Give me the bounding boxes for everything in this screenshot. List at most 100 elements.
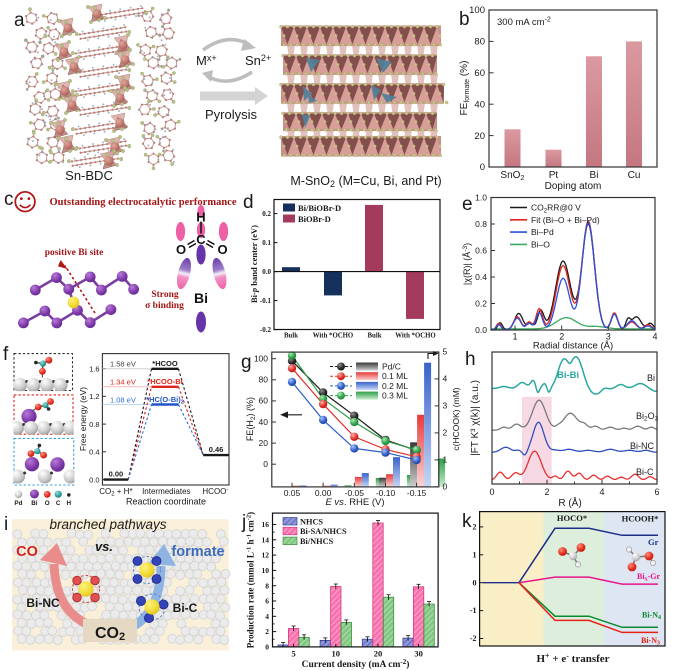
svg-text:0: 0 <box>263 459 268 469</box>
svg-text:12: 12 <box>262 551 270 560</box>
svg-text:With *OCHO: With *OCHO <box>395 333 435 340</box>
svg-text:2: 2 <box>559 332 564 342</box>
svg-text:0.4: 0.4 <box>89 448 99 457</box>
svg-text:Bi2O3: Bi2O3 <box>636 411 659 423</box>
svg-text:H: H <box>196 210 205 225</box>
svg-text:C: C <box>56 500 61 507</box>
svg-text:1.0: 1.0 <box>475 193 487 203</box>
svg-text:|FT K³ χ(k)| (a.u.): |FT K³ χ(k)| (a.u.) <box>470 380 481 456</box>
svg-text:branched pathways: branched pathways <box>49 517 166 532</box>
svg-text:Reaction coordinate: Reaction coordinate <box>126 497 206 507</box>
svg-text:0: 0 <box>473 578 477 587</box>
svg-text:3: 3 <box>606 332 611 342</box>
svg-text:Gr: Gr <box>648 537 659 547</box>
svg-text:E vs. RHE (V): E vs. RHE (V) <box>325 497 384 508</box>
svg-text:Pt: Pt <box>549 170 559 181</box>
svg-text:Pd/C: Pd/C <box>382 362 401 372</box>
svg-text:Intermediates: Intermediates <box>142 487 190 496</box>
svg-text:0.6: 0.6 <box>475 246 487 256</box>
svg-text:-0.2: -0.2 <box>260 326 272 334</box>
svg-text:Bi-NC: Bi-NC <box>26 596 60 610</box>
svg-text:Cu: Cu <box>628 170 641 181</box>
svg-text:0.00: 0.00 <box>315 488 332 498</box>
svg-text:1.2: 1.2 <box>89 392 99 401</box>
svg-text:0.0: 0.0 <box>475 325 487 335</box>
svg-text:Free energy (eV): Free energy (eV) <box>78 387 88 451</box>
svg-text:4: 4 <box>652 332 657 342</box>
svg-text:10: 10 <box>332 649 341 659</box>
svg-text:Sn-BDC: Sn-BDC <box>65 168 113 183</box>
svg-text:Bi-SA/NHCS: Bi-SA/NHCS <box>300 527 347 536</box>
svg-text:8: 8 <box>265 581 269 590</box>
svg-text:Bi: Bi <box>31 500 38 507</box>
svg-text:Outstanding electrocatalytic: Outstanding electrocatalytic performance <box>49 197 236 208</box>
svg-text:2: 2 <box>443 428 448 438</box>
svg-text:Pd: Pd <box>14 500 22 507</box>
svg-text:Radial distance (Å): Radial distance (Å) <box>533 341 613 352</box>
svg-text:Bi: Bi <box>647 373 655 383</box>
svg-text:HOCO*: HOCO* <box>557 513 587 523</box>
svg-text:2: 2 <box>473 523 477 532</box>
svg-text:vs.: vs. <box>95 539 113 554</box>
svg-text:1.08 eV: 1.08 eV <box>110 395 136 404</box>
svg-text:60: 60 <box>259 396 269 406</box>
svg-text:0.00: 0.00 <box>109 470 124 479</box>
svg-text:-0.15: -0.15 <box>407 488 427 498</box>
svg-text:k: k <box>462 511 472 532</box>
svg-text:*HCOO-Bi: *HCOO-Bi <box>147 377 182 386</box>
svg-text:H: H <box>67 500 72 507</box>
svg-text:1: 1 <box>512 332 517 342</box>
svg-text:Production rate (mmol L-1 h-1: Production rate (mmol L-1 h-1 cm-2) <box>246 512 256 648</box>
svg-text:Bi-Bi: Bi-Bi <box>557 370 579 381</box>
svg-text:|χ(R)| (Å-3): |χ(R)| (Å-3) <box>462 243 472 285</box>
svg-text:positive Bi site: positive Bi site <box>45 248 104 258</box>
svg-text:Bi-p band center (eV): Bi-p band center (eV) <box>249 225 259 303</box>
svg-text:Bi-C: Bi-C <box>636 467 654 477</box>
svg-text:b: b <box>459 9 470 30</box>
svg-text:C: C <box>196 232 206 247</box>
svg-text:i: i <box>4 514 8 535</box>
svg-text:HCOOH*: HCOOH* <box>622 514 659 524</box>
svg-text:CO: CO <box>16 544 38 560</box>
svg-text:3: 3 <box>443 401 448 411</box>
svg-text:Bi–O: Bi–O <box>531 239 550 249</box>
svg-text:NHCS: NHCS <box>300 517 323 526</box>
svg-text:CO2RR@0 V: CO2RR@0 V <box>531 203 581 215</box>
svg-text:1: 1 <box>443 455 448 465</box>
svg-text:Current density (mA cm-2): Current density (mA cm-2) <box>302 658 410 670</box>
svg-text:a: a <box>14 10 25 31</box>
svg-text:2: 2 <box>544 487 549 497</box>
svg-text:Bulk: Bulk <box>368 333 382 340</box>
svg-text:Bi-NC: Bi-NC <box>630 441 654 451</box>
svg-text:14: 14 <box>262 535 270 544</box>
svg-text:BiOBr-D: BiOBr-D <box>298 214 331 224</box>
svg-text:100: 100 <box>254 354 268 364</box>
svg-text:1.58 eV: 1.58 eV <box>110 360 136 369</box>
svg-text:0.05: 0.05 <box>284 488 301 498</box>
svg-text:20: 20 <box>259 438 269 448</box>
svg-text:O: O <box>217 242 227 257</box>
svg-text:h: h <box>465 349 476 370</box>
svg-text:-2: -2 <box>470 634 477 643</box>
svg-text:0: 0 <box>443 482 448 492</box>
svg-text:σ binding: σ binding <box>145 301 184 311</box>
svg-text:*HC(O-Bi)2: *HC(O-Bi)2 <box>146 395 184 406</box>
svg-text:0.1 ML: 0.1 ML <box>382 371 408 381</box>
svg-text:O: O <box>176 242 186 257</box>
svg-text:formate: formate <box>171 544 224 560</box>
svg-text:c: c <box>4 189 14 210</box>
svg-text:0.1: 0.1 <box>262 239 271 247</box>
svg-text:0.4: 0.4 <box>475 272 487 282</box>
svg-text:1.6: 1.6 <box>89 364 99 373</box>
svg-text:40: 40 <box>259 417 269 427</box>
svg-text:O: O <box>45 500 50 507</box>
svg-text:Bi: Bi <box>590 170 599 181</box>
svg-text:FE(H2) (%): FE(H2) (%) <box>245 397 257 441</box>
svg-text:0.0: 0.0 <box>89 475 99 484</box>
svg-text:0.0: 0.0 <box>262 268 271 276</box>
svg-text:j: j <box>241 512 246 533</box>
svg-text:f: f <box>3 344 9 365</box>
svg-text:Bi: Bi <box>194 290 208 306</box>
svg-text:6: 6 <box>654 487 659 497</box>
svg-text:SnO2: SnO2 <box>500 170 524 182</box>
